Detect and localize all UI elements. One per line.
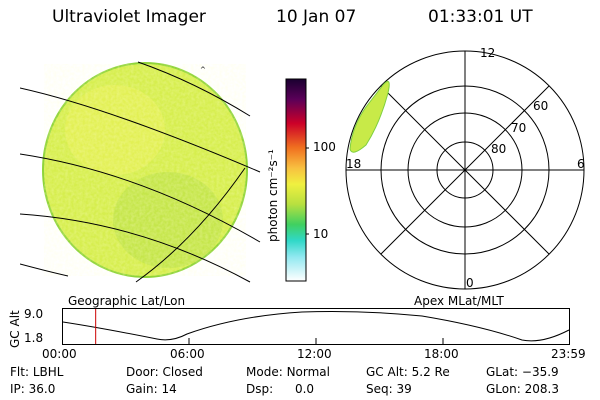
- colorbar-unit-label: photon cm⁻²s⁻¹: [266, 149, 280, 242]
- geographic-caption: Geographic Lat/Lon: [68, 294, 186, 308]
- date-label: 10 Jan 07: [276, 7, 357, 27]
- time-tick-1800: 18:00: [424, 347, 459, 361]
- info-filter: Flt: LBHL: [10, 365, 64, 379]
- mlt-label-6: 6: [577, 157, 585, 171]
- colorbar-tick-10: 10: [313, 227, 329, 241]
- info-door: Door: Closed: [126, 365, 203, 379]
- altitude-curve: [62, 311, 570, 342]
- dsp-value: 0.0: [294, 382, 315, 396]
- info-glat: GLat: −35.9: [486, 365, 559, 379]
- info-gc-alt: GC Alt: 5.2 Re: [366, 365, 450, 379]
- polar-mlat-mlt-plot: [345, 50, 585, 290]
- time-tick-2359: 23:59: [551, 347, 586, 361]
- mlat-label-70: 70: [511, 121, 527, 135]
- altitude-ylabel: GC Alt: [8, 310, 22, 348]
- geographic-image: ^: [20, 61, 261, 283]
- gain-value: 14: [161, 382, 177, 396]
- color-scale-bar: [285, 78, 309, 282]
- info-glon: GLon: 208.3: [486, 382, 559, 396]
- mode-value: Normal: [286, 365, 330, 379]
- altitude-ytick-high: 9.0: [24, 307, 44, 321]
- info-ip: IP: 36.0: [10, 382, 56, 396]
- gc-alt-value: 5.2 Re: [411, 365, 450, 379]
- mlt-label-12: 12: [480, 46, 496, 60]
- colorbar-tick-100: 100: [313, 140, 336, 154]
- glat-value: −35.9: [521, 365, 559, 379]
- info-dsp: Dsp: 0.0: [246, 382, 315, 396]
- lat-lon-grid: [20, 61, 261, 283]
- seq-value: 39: [396, 382, 412, 396]
- door-value: Closed: [162, 365, 203, 379]
- info-mode: Mode: Normal: [246, 365, 330, 379]
- glon-value: 208.3: [524, 382, 559, 396]
- ip-value: 36.0: [28, 382, 56, 396]
- polar-caption: Apex MLat/MLT: [414, 294, 504, 308]
- time-tick-1200: 12:00: [297, 347, 332, 361]
- time-label: 01:33:01 UT: [428, 7, 533, 27]
- info-seq: Seq: 39: [366, 382, 412, 396]
- auroral-emission-patch: [349, 80, 390, 153]
- altitude-plot: [62, 308, 570, 345]
- info-gain: Gain: 14: [126, 382, 177, 396]
- app-title: Ultraviolet Imager: [52, 7, 206, 27]
- mlat-label-60: 60: [533, 99, 549, 113]
- mlat-label-80: 80: [491, 142, 507, 156]
- filter-value: LBHL: [32, 365, 64, 379]
- mlt-label-18: 18: [346, 157, 362, 171]
- altitude-ytick-low: 1.8: [24, 331, 44, 345]
- time-tick-0000: 00:00: [42, 347, 77, 361]
- mlt-label-0: 0: [466, 276, 474, 290]
- time-tick-0600: 06:00: [170, 347, 205, 361]
- svg-text:^: ^: [200, 66, 206, 74]
